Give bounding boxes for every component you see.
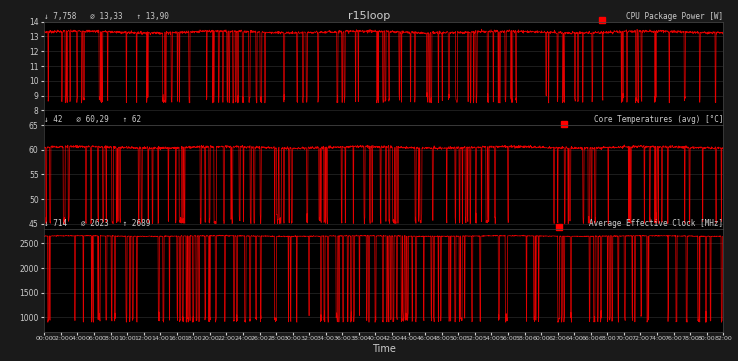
Text: ↓ 7,758   ⌀ 13,33   ↑ 13,90: ↓ 7,758 ⌀ 13,33 ↑ 13,90 <box>44 12 169 21</box>
Text: CPU Package Power [W]: CPU Package Power [W] <box>626 12 723 21</box>
Text: r15loop: r15loop <box>348 11 390 21</box>
Text: Core Temperatures (avg) [°C]: Core Temperatures (avg) [°C] <box>594 115 723 124</box>
Text: ↓ 714   ⌀ 2623   ↑ 2689: ↓ 714 ⌀ 2623 ↑ 2689 <box>44 219 151 227</box>
X-axis label: Time: Time <box>372 344 396 354</box>
Text: Average Effective Clock [MHz]: Average Effective Clock [MHz] <box>589 219 723 227</box>
Text: ↓ 42   ⌀ 60,29   ↑ 62: ↓ 42 ⌀ 60,29 ↑ 62 <box>44 115 142 124</box>
